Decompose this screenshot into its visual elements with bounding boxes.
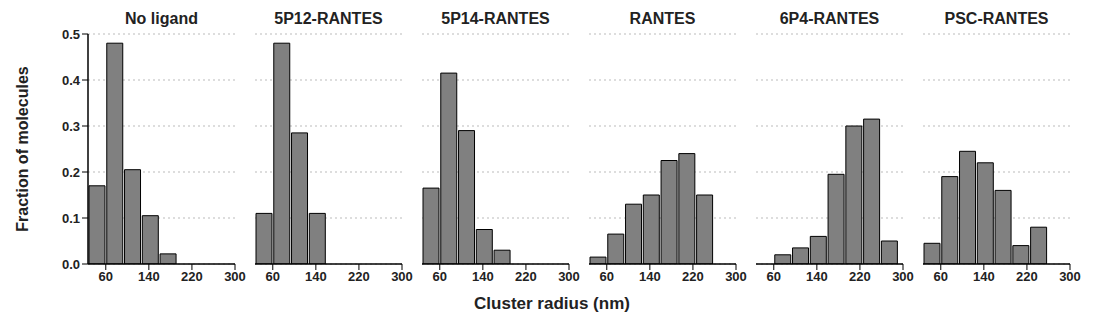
svg-text:60: 60 (266, 269, 280, 284)
svg-text:220: 220 (682, 269, 704, 284)
svg-text:220: 220 (348, 269, 370, 284)
svg-text:300: 300 (725, 269, 747, 284)
svg-text:0.5: 0.5 (62, 27, 80, 42)
svg-text:220: 220 (515, 269, 537, 284)
svg-text:60: 60 (934, 269, 948, 284)
svg-text:60: 60 (433, 269, 447, 284)
svg-text:0.4: 0.4 (62, 73, 81, 88)
html-text:RANTES: RANTES (629, 10, 696, 27)
svg-text:140: 140 (305, 269, 327, 284)
svg-text:140: 140 (973, 269, 995, 284)
svg-text:300: 300 (1059, 269, 1081, 284)
svg-text:140: 140 (472, 269, 494, 284)
svg-text:300: 300 (224, 269, 246, 284)
html-text:6P4-RANTES: 6P4-RANTES (779, 10, 880, 27)
svg-text:0.0: 0.0 (62, 257, 80, 272)
html-text:PSC-RANTES: PSC-RANTES (944, 10, 1049, 27)
svg-text:220: 220 (1016, 269, 1038, 284)
svg-text:0.1: 0.1 (62, 211, 80, 226)
html-text:5P14-RANTES: 5P14-RANTES (441, 10, 550, 27)
svg-text:300: 300 (892, 269, 914, 284)
html-text:No ligand: No ligand (125, 10, 198, 27)
svg-text:60: 60 (99, 269, 113, 284)
svg-text:140: 140 (138, 269, 160, 284)
html-text:5P12-RANTES: 5P12-RANTES (274, 10, 383, 27)
svg-text:300: 300 (391, 269, 413, 284)
svg-text:60: 60 (767, 269, 781, 284)
svg-text:0.2: 0.2 (62, 165, 80, 180)
svg-text:Fraction of molecules: Fraction of molecules (14, 66, 31, 231)
svg-text:140: 140 (806, 269, 828, 284)
svg-text:0.3: 0.3 (62, 119, 80, 134)
svg-text:60: 60 (600, 269, 614, 284)
html-text:Cluster radius (nm): Cluster radius (nm) (474, 294, 630, 313)
svg-text:140: 140 (639, 269, 661, 284)
svg-text:300: 300 (558, 269, 580, 284)
svg-text:220: 220 (181, 269, 203, 284)
svg-text:220: 220 (849, 269, 871, 284)
